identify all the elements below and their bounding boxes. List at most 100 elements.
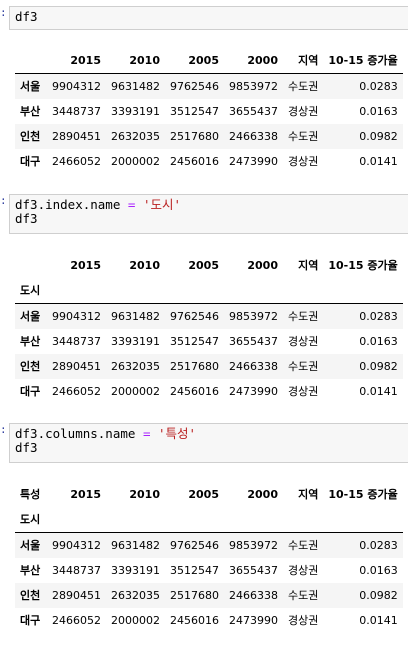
table-cell: 2517680 [170, 360, 219, 373]
table-row: 부산 3448737 3393191 3512547 3655437 경상권 0.0163 [15, 99, 403, 124]
table-row: 서울 9904312 9631482 9762546 9853972 수도권 0.0283 [15, 532, 403, 558]
table-cell: 2473990 [229, 614, 278, 627]
row-index: 대구 [20, 614, 41, 627]
code-string: '도시' [142, 197, 182, 212]
column-header: 지역 [298, 259, 319, 272]
table-row: 인천 2890451 2632035 2517680 2466338 수도권 0.0982 [15, 354, 403, 379]
table-cell: 9631482 [111, 310, 160, 323]
column-header: 지역 [283, 48, 324, 74]
column-header: 2015 [70, 488, 101, 501]
code-line: df3 [15, 212, 403, 226]
dataframe-table: 특성 2015 2010 2005 2000 지역 10-15 증가율 도시 서울 9904312… [15, 482, 403, 633]
table-cell: 3512547 [170, 105, 219, 118]
table-cell: 3655437 [229, 564, 278, 577]
dataframe-output-1: 2015 2010 2005 2000 지역 10-15 증가율 서울 9904312 9631… [15, 48, 403, 174]
table-cell: 3393191 [111, 564, 160, 577]
row-index: 부산 [20, 105, 41, 118]
table-cell: 경상권 [288, 105, 319, 118]
table-cell: 9853972 [229, 80, 278, 93]
table-cell: 0.0982 [359, 360, 398, 373]
table-cell: 2456016 [170, 155, 219, 168]
header-blank [165, 507, 224, 533]
table-cell: 3655437 [229, 335, 278, 348]
table-cell: 3448737 [52, 105, 101, 118]
row-index: 서울 [20, 80, 41, 93]
table-cell: 9762546 [170, 539, 219, 552]
table-cell: 2000002 [111, 614, 160, 627]
table-cell: 2890451 [52, 360, 101, 373]
column-header: 지역 [298, 488, 319, 501]
code-input[interactable]: df3.columns.name = '특성' df3 [9, 423, 408, 463]
row-index: 서울 [20, 539, 41, 552]
table-row: 인천 2890451 2632035 2517680 2466338 수도권 0.0982 [15, 124, 403, 149]
table-cell: 2466052 [52, 385, 101, 398]
table-cell: 3512547 [170, 564, 219, 577]
code-line: df3 [15, 441, 403, 455]
table-cell: 9853972 [229, 539, 278, 552]
table-cell: 2466052 [52, 155, 101, 168]
table-cell: 수도권 [288, 360, 319, 373]
table-cell: 2890451 [52, 589, 101, 602]
code-text [150, 426, 158, 441]
column-header: 2015 [47, 48, 106, 74]
column-header: 2000 [224, 48, 283, 74]
header-blank [323, 278, 403, 304]
code-text [135, 197, 143, 212]
code-line: df3.index.name = '도시' [15, 198, 403, 212]
code-text: df3 [15, 440, 38, 455]
table-cell: 경상권 [288, 614, 319, 627]
table-row: 부산 3448737 3393191 3512547 3655437 경상권 0.0163 [15, 558, 403, 583]
table-cell: 2890451 [52, 130, 101, 143]
table-cell: 9762546 [170, 310, 219, 323]
header-blank [165, 278, 224, 304]
column-header: 2005 [188, 488, 219, 501]
table-cell: 0.0982 [359, 130, 398, 143]
table-cell: 2517680 [170, 589, 219, 602]
table-cell: 0.0163 [359, 335, 398, 348]
table-cell: 0.0982 [359, 589, 398, 602]
table-cell: 9631482 [111, 80, 160, 93]
header-blank [47, 507, 106, 533]
table-cell: 3393191 [111, 335, 160, 348]
table-cell: 수도권 [288, 80, 319, 93]
table-cell: 2473990 [229, 385, 278, 398]
table-cell: 수도권 [288, 589, 319, 602]
header-blank [224, 507, 283, 533]
code-operator: = [142, 426, 151, 441]
table-cell: 수도권 [288, 130, 319, 143]
table-cell: 9762546 [170, 80, 219, 93]
header-blank [47, 278, 106, 304]
dataframe-output-2: 2015 2010 2005 2000 지역 10-15 증가율 도시 서울 9904312 96… [15, 253, 403, 404]
table-cell: 2456016 [170, 614, 219, 627]
column-header: 2005 [188, 259, 219, 272]
input-prompt: : [0, 194, 7, 207]
table-cell: 9904312 [52, 80, 101, 93]
table-cell: 0.0163 [359, 105, 398, 118]
table-cell: 2473990 [229, 155, 278, 168]
code-text: df3 [15, 211, 38, 226]
table-cell: 경상권 [288, 564, 319, 577]
table-cell: 2000002 [111, 155, 160, 168]
code-line: df3.columns.name = '특성' [15, 427, 403, 441]
code-input[interactable]: df3.index.name = '도시' df3 [9, 194, 408, 234]
table-cell: 9853972 [229, 310, 278, 323]
table-row: 서울 9904312 9631482 9762546 9853972 수도권 0.0283 [15, 73, 403, 99]
table-cell: 2466338 [229, 130, 278, 143]
table-cell: 2466338 [229, 589, 278, 602]
input-prompt: : [0, 6, 7, 19]
table-cell: 경상권 [288, 385, 319, 398]
header-blank [283, 278, 324, 304]
code-text: df3.columns.name [15, 426, 143, 441]
table-row: 대구 2466052 2000002 2456016 2473990 경상권 0.0141 [15, 608, 403, 633]
table-cell: 경상권 [288, 155, 319, 168]
table-cell: 2632035 [111, 130, 160, 143]
table-cell: 2632035 [111, 589, 160, 602]
table-cell: 수도권 [288, 539, 319, 552]
row-index: 부산 [20, 335, 41, 348]
table-cell: 0.0141 [359, 155, 398, 168]
header-blank [106, 507, 165, 533]
table-row: 인천 2890451 2632035 2517680 2466338 수도권 0.0982 [15, 583, 403, 608]
table-cell: 2456016 [170, 385, 219, 398]
index-name: 도시 [15, 507, 47, 533]
code-input[interactable]: df3 [9, 6, 408, 30]
